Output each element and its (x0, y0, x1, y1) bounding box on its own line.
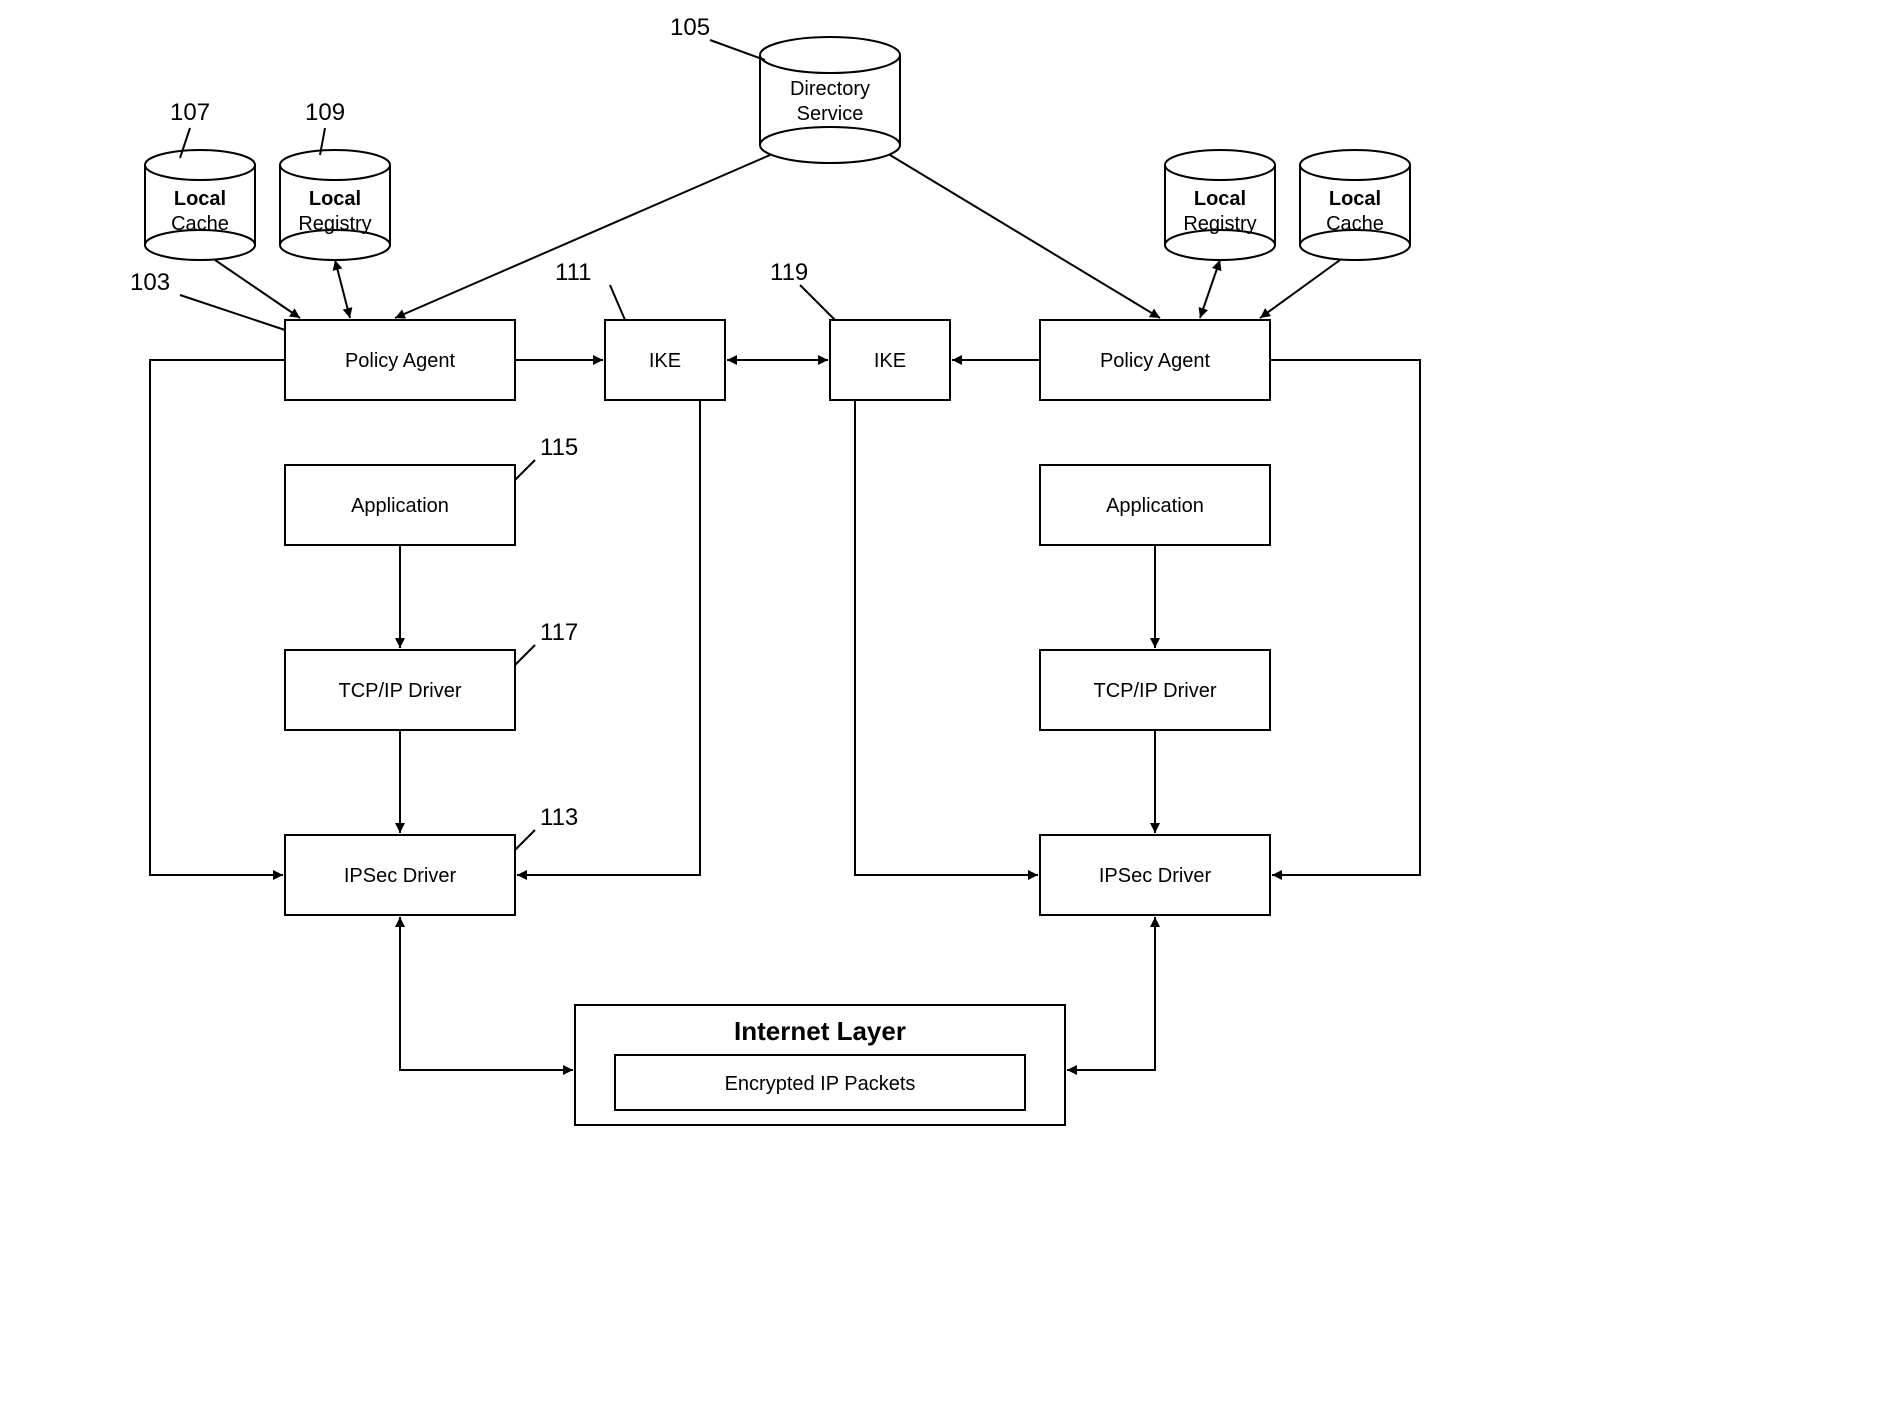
ike-right-label: IKE (874, 350, 906, 372)
edge-ipsecr-internet (1067, 917, 1155, 1070)
edge-lcl-to-pal (215, 260, 300, 318)
ipsec-left-label: IPSec Driver (344, 865, 457, 887)
ref-115: 115 (540, 434, 578, 461)
tcpip-left-label: TCP/IP Driver (339, 680, 462, 702)
ref-119: 119 (770, 259, 808, 286)
edge-dir-to-par (890, 155, 1160, 318)
ref-107: 107 (170, 99, 210, 126)
ref-105: 105 (670, 14, 710, 41)
cylinder-local-registry-right: Local Registry (1165, 150, 1275, 260)
edge-par-ipsecr (1270, 360, 1420, 875)
local-cache-right-line2: Cache (1326, 213, 1384, 235)
local-registry-left-line1: Local (309, 188, 361, 210)
ref-113: 113 (540, 804, 578, 831)
encrypted-packets-label: Encrypted IP Packets (725, 1073, 916, 1095)
cylinder-local-cache-right: Local Cache (1300, 150, 1410, 260)
ipsec-right-label: IPSec Driver (1099, 865, 1212, 887)
ref-117: 117 (540, 619, 578, 646)
ike-left-label: IKE (649, 350, 681, 372)
edge-lrl-pal (335, 260, 350, 318)
internet-layer-title: Internet Layer (734, 1016, 906, 1046)
application-left-label: Application (351, 495, 449, 517)
policy-agent-right-label: Policy Agent (1100, 350, 1211, 372)
edge-dir-to-pal (395, 155, 770, 318)
directory-service-line2: Service (797, 103, 864, 125)
directory-service-line1: Directory (790, 78, 870, 100)
edge-iker-ipsecr (855, 400, 1038, 875)
policy-agent-left-label: Policy Agent (345, 350, 456, 372)
ref-109: 109 (305, 99, 345, 126)
edge-lcr-par (1260, 260, 1340, 318)
local-registry-left-line2: Registry (298, 213, 371, 235)
cylinder-local-cache-left: Local Cache (145, 150, 255, 260)
application-right-label: Application (1106, 495, 1204, 517)
diagram-canvas: Directory Service 105 Local Cache Local … (0, 0, 1890, 1418)
cylinder-local-registry-left: Local Registry (280, 150, 390, 260)
local-cache-left-line1: Local (174, 188, 226, 210)
edge-pal-ipsecl (150, 360, 285, 875)
local-cache-left-line2: Cache (171, 213, 229, 235)
tcpip-right-label: TCP/IP Driver (1094, 680, 1217, 702)
cylinder-directory-service: Directory Service (760, 37, 900, 163)
ref-103: 103 (130, 269, 170, 296)
edge-ipsecl-internet (400, 917, 573, 1070)
edge-lrr-par (1200, 260, 1220, 318)
local-registry-right-line2: Registry (1183, 213, 1256, 235)
local-registry-right-line1: Local (1194, 188, 1246, 210)
local-cache-right-line1: Local (1329, 188, 1381, 210)
ref-111: 111 (555, 259, 591, 286)
